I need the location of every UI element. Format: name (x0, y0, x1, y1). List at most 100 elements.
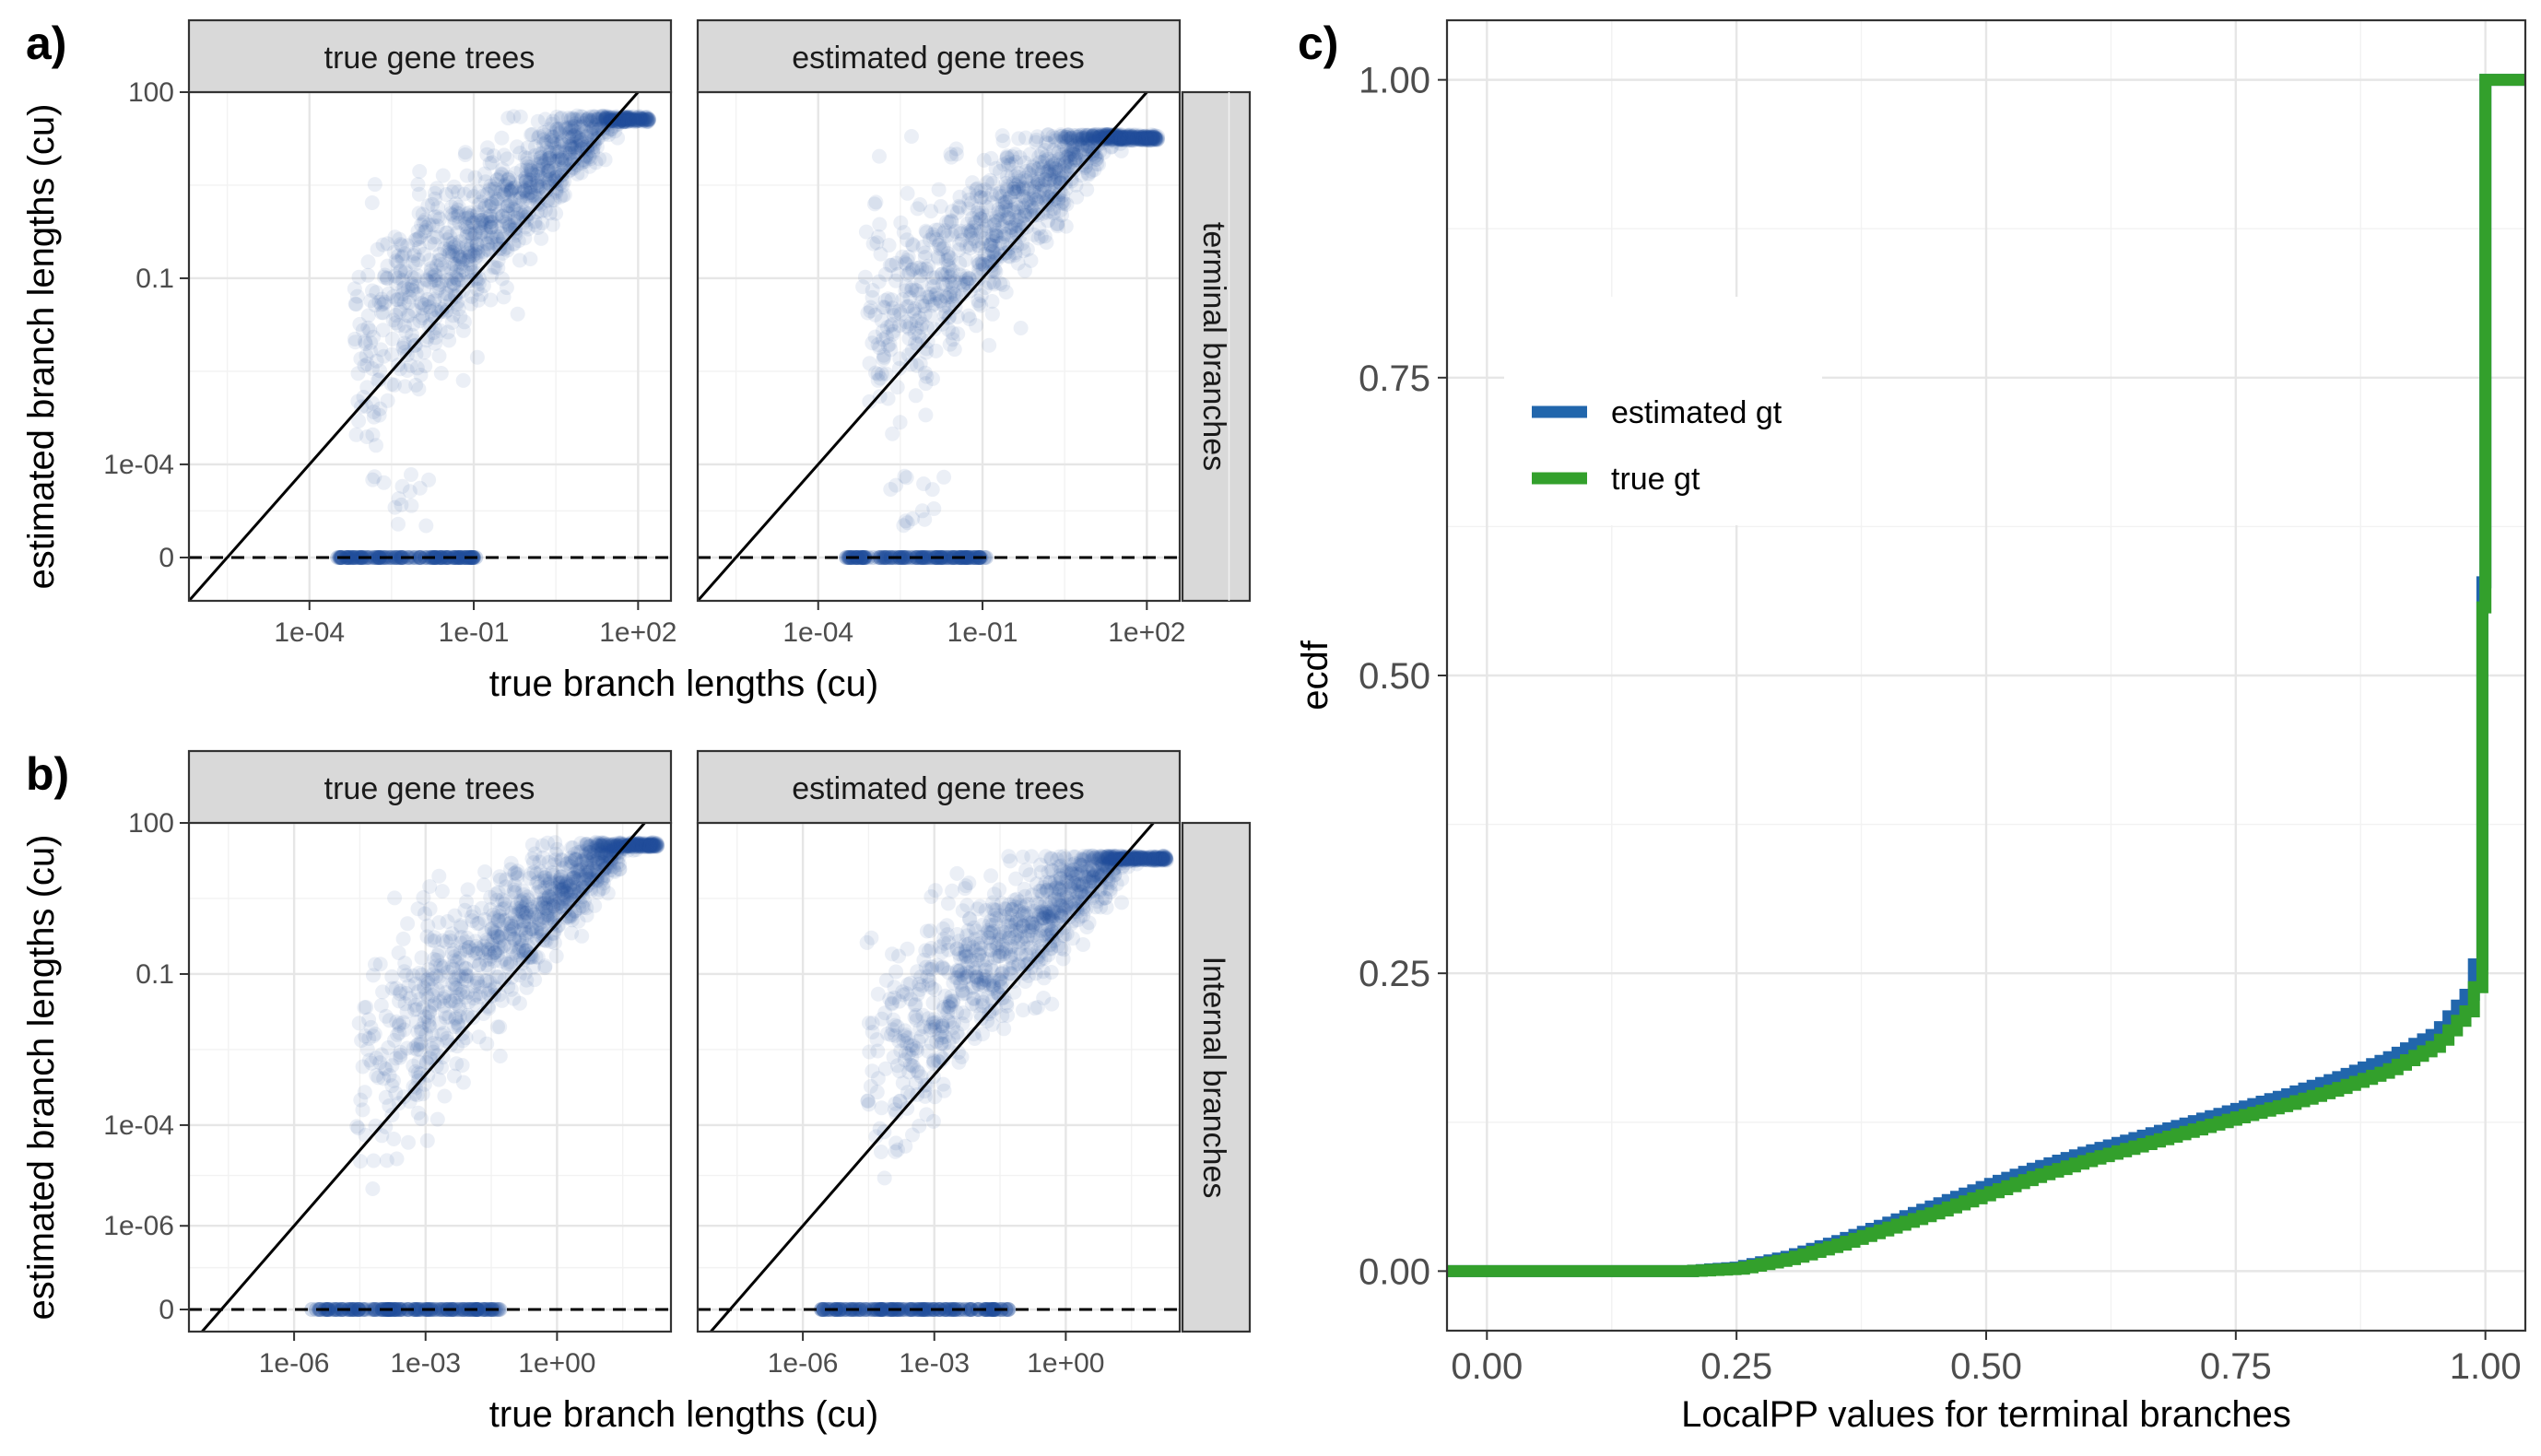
scatter-point (1046, 933, 1062, 949)
scatter-point (473, 220, 488, 236)
scatter-point (1136, 852, 1152, 868)
scatter-point (1126, 129, 1142, 145)
scatter-point (902, 290, 918, 306)
scatter-point (506, 884, 522, 899)
scatter-point (899, 986, 914, 1002)
scatter-point (945, 263, 960, 278)
scatter-point (431, 276, 447, 292)
scatter-point (375, 305, 391, 321)
scatter-point (994, 945, 1010, 960)
scatter-point (442, 236, 458, 252)
scatter-point (914, 316, 930, 332)
scatter-point (386, 1302, 402, 1317)
scatter-point (1142, 129, 1158, 145)
scatter-point (940, 246, 956, 262)
scatter-point (469, 212, 485, 228)
scatter-point (1011, 200, 1026, 216)
scatter-point (974, 992, 990, 1007)
scatter-point (1066, 147, 1082, 162)
scatter-point (1147, 131, 1163, 147)
scatter-point (1041, 947, 1056, 963)
scatter-point (378, 1089, 394, 1105)
scatter-point (517, 182, 533, 198)
scatter-point (1122, 133, 1137, 148)
scatter-point (347, 335, 363, 350)
scatter-point (1105, 129, 1121, 145)
scatter-point (418, 906, 432, 922)
scatter-point (618, 110, 633, 125)
scatter-point (376, 1071, 392, 1086)
scatter-point (564, 121, 580, 136)
scatter-point (1115, 132, 1131, 147)
scatter-point (920, 969, 935, 984)
scatter-point (1156, 850, 1171, 865)
scatter-point (1153, 852, 1169, 868)
scatter-point (1135, 132, 1150, 147)
scatter-point (429, 273, 444, 288)
scatter-point (1109, 876, 1124, 892)
scatter-point (434, 550, 449, 565)
scatter-point (633, 839, 649, 854)
scatter-point (389, 1014, 405, 1029)
scatter-point (980, 924, 995, 940)
scatter-point (1048, 133, 1064, 148)
scatter-point (1133, 132, 1148, 147)
scatter-point (1038, 875, 1053, 890)
scatter-point (1019, 897, 1035, 912)
scatter-point (1084, 870, 1100, 886)
scatter-point (927, 981, 943, 997)
scatter-point (1145, 851, 1160, 867)
scatter-point (512, 933, 527, 949)
scatter-point (1131, 129, 1147, 145)
scatter-point (602, 112, 618, 127)
scatter-point (373, 998, 389, 1013)
scatter-point (510, 306, 525, 322)
scatter-point (1046, 904, 1062, 920)
scatter-point (580, 129, 595, 145)
scatter-point (431, 280, 447, 296)
scatter-point (1112, 133, 1128, 148)
scatter-point (424, 263, 439, 278)
scatter-point (874, 1145, 888, 1159)
scatter-point (457, 942, 473, 957)
scatter-point (1018, 163, 1034, 179)
scatter-point (428, 958, 443, 974)
scatter-point (952, 963, 968, 978)
scatter-point (630, 110, 646, 124)
scatter-point (1060, 127, 1076, 143)
scatter-point (483, 292, 499, 308)
scatter-point (1139, 130, 1155, 146)
scatter-point (1094, 891, 1110, 907)
scatter-point (497, 937, 512, 953)
scatter-point (354, 1033, 370, 1048)
scatter-point (417, 345, 432, 360)
scatter-point (387, 499, 403, 515)
scatter-point (484, 936, 500, 952)
scatter-point (940, 252, 956, 267)
scatter-point (877, 266, 893, 282)
scatter-point (367, 1302, 382, 1317)
scatter-point (1014, 221, 1029, 237)
scatter-point (1102, 130, 1118, 146)
scatter-point (518, 174, 534, 190)
scatter-point (998, 285, 1014, 299)
scatter-point (927, 296, 943, 311)
scatter-point (1001, 918, 1017, 933)
scatter-point (488, 208, 504, 224)
scatter-point (944, 550, 959, 565)
scatter-point (385, 312, 401, 328)
scatter-point (905, 511, 921, 526)
scatter-point (999, 209, 1015, 225)
scatter-point (509, 947, 524, 963)
scatter-point (598, 845, 614, 861)
scatter-point (425, 217, 441, 233)
scatter-point (527, 168, 543, 183)
scatter-point (936, 298, 952, 313)
panel-b-facet-true-reference-lines (189, 823, 671, 1332)
scatter-point (500, 182, 516, 197)
scatter-point (945, 325, 960, 341)
scatter-point (1021, 923, 1037, 939)
scatter-point (1085, 128, 1100, 144)
scatter-point (603, 111, 618, 126)
scatter-point (935, 931, 951, 946)
